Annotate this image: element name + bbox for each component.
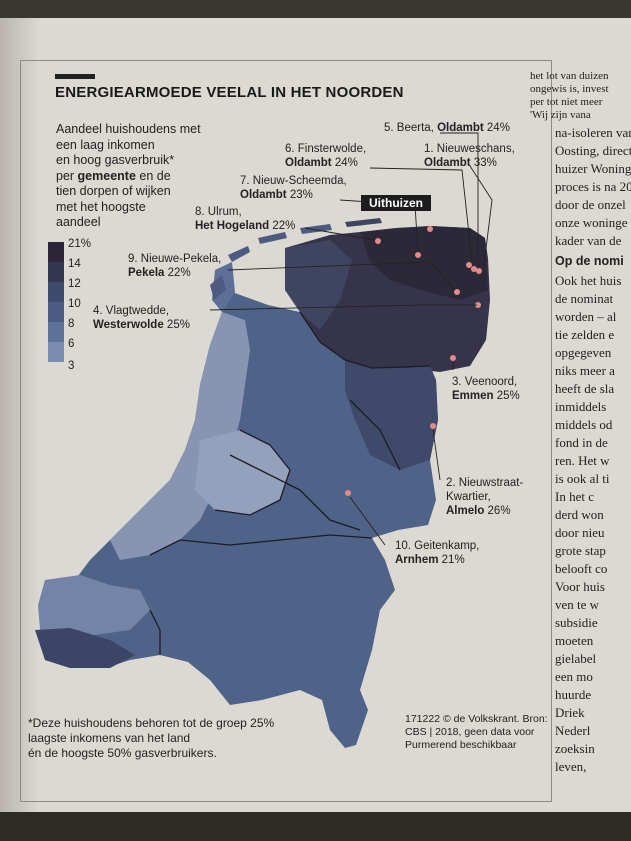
legend-swatch-2 [48, 262, 64, 282]
place-label-veenoord: 3. Veenoord, Emmen 25% [452, 376, 520, 402]
place-dot [466, 262, 472, 268]
wadden-island [210, 275, 226, 300]
legend-tick: 10 [68, 298, 81, 310]
place-dot [454, 289, 460, 295]
place-dot [475, 302, 481, 308]
legend-swatch-1 [48, 242, 64, 262]
article-subheading: Op de nomi [555, 254, 624, 268]
legend-tick: 3 [68, 360, 75, 372]
legend-swatch-6 [48, 342, 64, 362]
place-label-nieuwstraat: 2. Nieuwstraat- Kwartier, Almelo 26% [446, 477, 524, 517]
intro-line: Aandeel huishoudens met [56, 122, 201, 136]
place-label-nieuw-scheemda: 7. Nieuw-Scheemda, Oldambt 23% [240, 175, 347, 201]
intro-line: per gemeente en de [56, 168, 171, 183]
leader-lines [209, 132, 493, 546]
zeeuws-vlaanderen [35, 628, 135, 668]
coastal-region [110, 312, 250, 560]
graphic-frame [20, 60, 552, 802]
intro-line: een laag inkomen [56, 137, 155, 152]
legend-tick: 8 [68, 318, 75, 330]
wadden-island [258, 232, 287, 244]
place-dot [450, 355, 456, 361]
background-edge [0, 812, 631, 841]
legend-tick: 12 [68, 278, 81, 290]
legend-swatch-5 [48, 322, 64, 342]
background-edge [0, 0, 631, 18]
legend-tick: 14 [68, 258, 81, 270]
province-border [149, 311, 431, 655]
place-label-geitenkamp: 10. Geitenkamp, Arnhem 21% [395, 540, 480, 566]
north-darkest [360, 226, 488, 300]
place-dot [430, 423, 436, 429]
legend-tick: 21% [68, 238, 92, 250]
place-label-beerta: 5. Beerta, Oldambt 24% [384, 122, 510, 134]
zeeland-region [38, 575, 150, 640]
uithuizen-tag: Uithuizen [361, 195, 431, 211]
place-dot [345, 490, 351, 496]
place-label-vlagtwedde: 4. Vlagtwedde, Westerwolde 25% [93, 305, 190, 331]
place-dot [415, 252, 421, 258]
graphic-title: ENERGIEARMOEDE VEELAL IN HET NOORDEN [55, 84, 404, 101]
article-column-top: het lot van duizen ongewis is, invest pe… [530, 70, 609, 121]
wadden-island [228, 246, 250, 262]
place-markers [345, 226, 482, 496]
place-label-nieuweschans: 1. Nieuweschans, Oldambt 33% [424, 143, 515, 169]
legend-swatch-4 [48, 302, 64, 322]
intro-line: tien dorpen of wijken [56, 184, 171, 198]
intro-line: aandeel [56, 215, 101, 229]
place-label-ulrum: 8. Ulrum, Het Hogeland 22% [195, 206, 296, 232]
overijssel-region [345, 360, 438, 470]
title-rule [55, 74, 95, 79]
place-dot [375, 238, 381, 244]
legend-tick: 6 [68, 338, 75, 350]
footnote: *Deze huishoudens behoren tot de groep 2… [28, 716, 275, 760]
gemeente-emphasis: gemeente [77, 168, 136, 183]
randstad-region [195, 430, 290, 515]
country-west-south [38, 292, 438, 748]
place-label-nieuwe-pekela: 9. Nieuwe-Pekela, Pekela 22% [128, 253, 222, 279]
wadden-island [300, 224, 332, 234]
place-label-finsterwolde: 6. Finsterwolde, Oldambt 24% [285, 143, 367, 169]
source-credit: 171222 © de Volkskrant. Bron: CBS | 2018… [405, 713, 548, 751]
place-dot [427, 226, 433, 232]
place-dot [471, 266, 477, 272]
intro-line: en hoog gasverbruik* [56, 153, 175, 167]
intro-line: met het hoogste [56, 199, 146, 214]
legend-swatch-3 [48, 282, 64, 302]
place-dot [476, 268, 482, 274]
intro-text: Aandeel huishoudens met een laag inkomen… [56, 122, 246, 231]
article-column: na-isoleren van Oosting, directe huizer … [555, 124, 631, 776]
wadden-island [345, 218, 382, 227]
